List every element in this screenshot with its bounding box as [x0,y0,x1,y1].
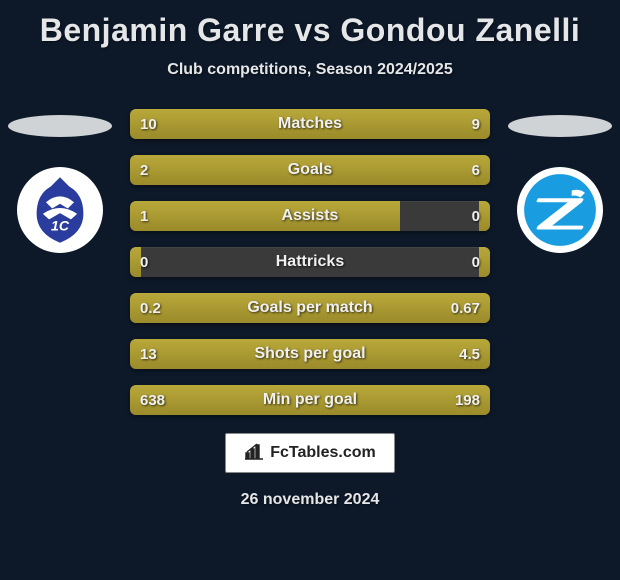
player-left-oval [8,115,112,137]
stat-row: 26Goals [130,155,490,185]
page-title: Benjamin Garre vs Gondou Zanelli [0,0,620,49]
stat-label: Assists [130,201,490,231]
stats-bars: 109Matches 26Goals 10Assists 00Hattricks 0.2… [130,109,490,415]
stat-row: 109Matches [130,109,490,139]
club-logo-right [517,167,603,253]
stat-label: Goals [130,155,490,185]
player-right-oval [508,115,612,137]
stat-row: 10Assists [130,201,490,231]
stat-row: 00Hattricks [130,247,490,277]
footer-date: 26 november 2024 [0,491,620,509]
zenit-icon [521,171,599,249]
krylia-sovetov-icon: 1C [21,171,99,249]
comparison-content: 1C 109Matches 26Goals 10Assists 00Hattricks… [0,109,620,415]
branding-text: FcTables.com [270,444,376,462]
stat-row: 638198Min per goal [130,385,490,415]
chart-icon [244,441,264,466]
club-logo-left: 1C [17,167,103,253]
branding-badge: FcTables.com [225,433,395,473]
stat-label: Matches [130,109,490,139]
stat-label: Min per goal [130,385,490,415]
stat-label: Hattricks [130,247,490,277]
stat-label: Goals per match [130,293,490,323]
page-subtitle: Club competitions, Season 2024/2025 [0,61,620,79]
stat-row: 134.5Shots per goal [130,339,490,369]
svg-text:1C: 1C [51,217,70,233]
stat-label: Shots per goal [130,339,490,369]
stat-row: 0.20.67Goals per match [130,293,490,323]
